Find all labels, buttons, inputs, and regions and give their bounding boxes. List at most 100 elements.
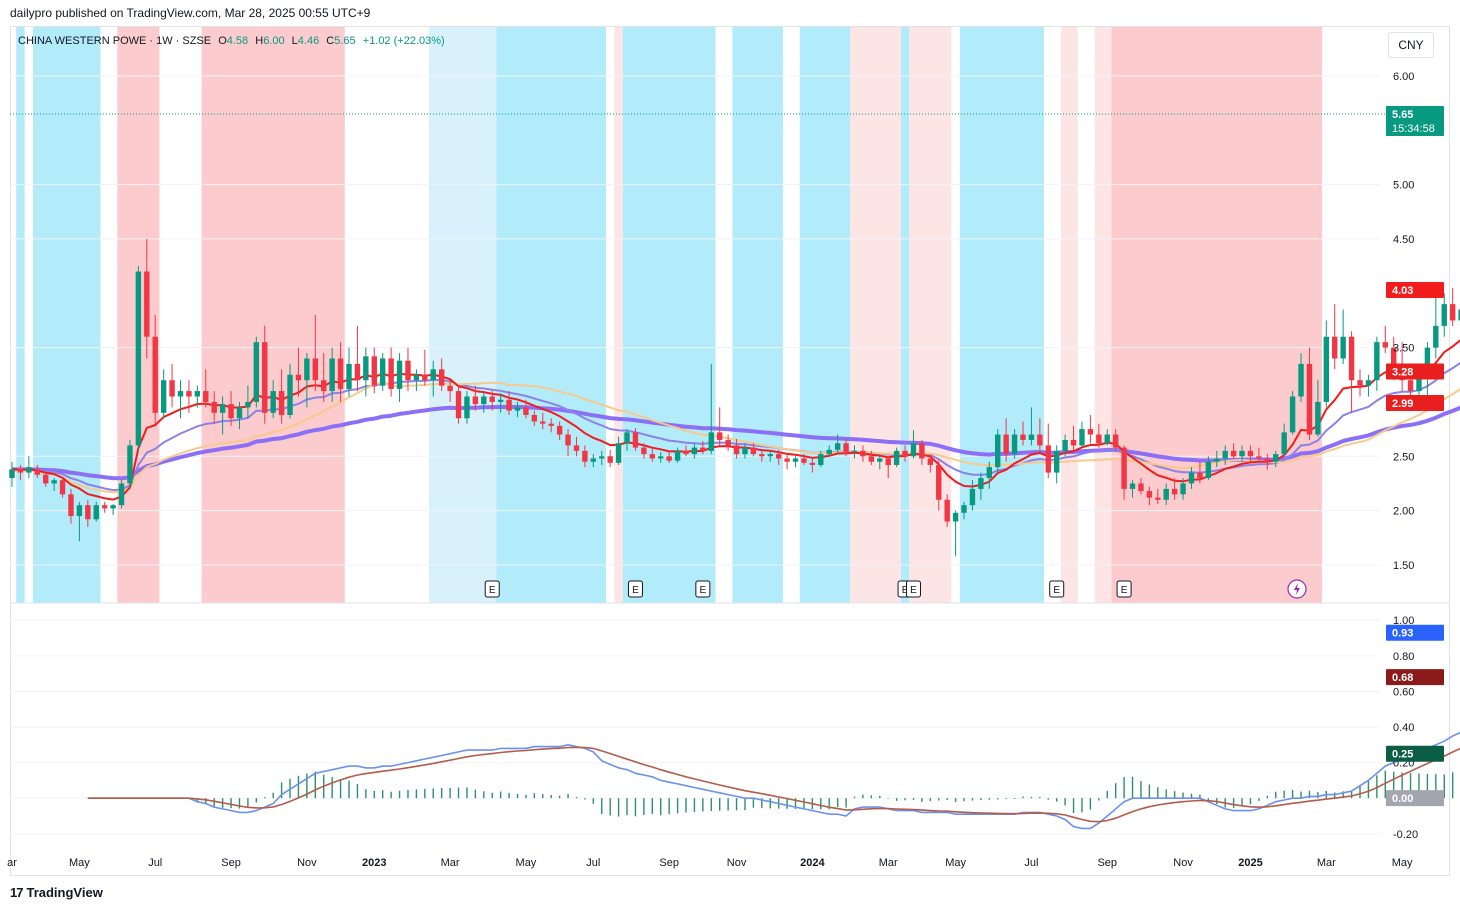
signal-line [87,746,1460,823]
currency-button[interactable]: CNY [1388,32,1434,58]
candle-body [565,434,571,446]
candle-body [253,342,260,402]
background-zone [16,27,25,603]
candle-body [624,432,630,444]
earnings-badge-box [1049,580,1065,598]
time-axis-tick: 2023 [362,857,386,869]
background-zone [496,27,606,603]
candle-body [59,480,66,495]
low-value: 4.46 [297,35,320,47]
candle-body [902,450,908,457]
time-axis-tick: Jul [1024,857,1038,869]
price-axis-tick: 3.50 [1393,343,1414,355]
time-axis-tick: May [1392,857,1413,869]
candle-body [1332,336,1338,359]
ma-fast-tag: 4.03 [1386,282,1444,299]
background-zone [201,27,345,603]
candle-body [1054,450,1060,473]
last-price-tag: 5.65 15:34:58 [1386,105,1444,136]
candle-body [354,363,361,381]
candle-body [321,380,327,392]
earnings-badge-label: E [632,585,639,596]
candle-body [438,369,445,386]
candle-body [1374,342,1380,381]
candle-body [497,399,504,402]
candle-body [548,423,554,426]
candle-body [177,391,184,397]
background-zone [622,27,716,603]
background-zone [850,27,901,603]
background-zone [1111,27,1323,603]
candle-body [1340,336,1346,359]
candle-body [523,407,529,415]
price-axis-tick: 6.00 [1393,71,1414,83]
last-price-tag-text: 5.65 [1392,109,1413,121]
candle-body [85,505,91,520]
candle-body [1449,304,1456,321]
candle-body [531,414,538,422]
time-axis-tick: Nov [297,857,317,869]
price-axis-tick: 1.50 [1393,560,1414,572]
candle-body [101,505,108,509]
candle-body [228,404,234,419]
time-axis-tick: Sep [659,857,679,869]
candle-body [877,458,883,462]
candle-body [969,488,976,506]
close-label: C [326,35,335,47]
time-axis-tick: Jul [148,857,162,869]
candle-body [135,271,142,446]
open-value: 4.58 [226,35,249,47]
candle-body [995,434,1001,468]
candle-body [809,462,816,465]
zero-value-tag-bg [1386,790,1444,807]
earnings-badge-label: E [1053,585,1060,596]
candle-body [1197,472,1203,479]
candle-body [978,478,984,489]
earnings-badge-box [905,580,921,598]
candle-body [927,458,934,465]
candle-body [1281,432,1287,455]
candle-body [1416,374,1422,392]
candle-body [363,356,369,381]
candle-body [1458,309,1460,321]
candle-body [1112,434,1119,448]
last-price-tag-bg [1386,105,1444,136]
candle-body [514,407,521,411]
candle-body [944,499,950,522]
candle-body [1382,342,1388,348]
candle-body [51,480,57,484]
macd-axis-tick: 0.60 [1393,686,1414,698]
histogram-value-tag-text: 0.25 [1392,749,1413,761]
candle-body [1256,456,1262,459]
candle-body [464,396,470,419]
candle-body [1315,401,1321,435]
chart-frame [10,26,1450,876]
earnings-badge-label: E [700,585,707,596]
background-zone [429,27,497,603]
candle-body [632,432,639,448]
candle-body [329,358,335,392]
time-axis-tick: Jul [586,857,600,869]
candle-body [784,458,790,462]
earnings-badge: E [1049,580,1065,598]
candle-body [186,391,192,397]
tradingview-logo[interactable]: 17 TradingView [10,885,103,900]
candle-body [615,443,622,463]
signal-value-tag-bg [1386,669,1444,686]
tradingview-brand: TradingView [26,885,103,900]
candle-body [1273,454,1279,462]
candle-body [1222,450,1228,459]
candle-body [472,396,479,405]
macd-value-tag-text: 0.93 [1392,628,1413,640]
time-axis-tick: Sep [221,857,241,869]
signal-value-tag: 0.68 [1386,669,1444,686]
candle-body [700,447,706,451]
candle-body [489,396,495,402]
candle-body [1298,363,1304,397]
macd-value-tag: 0.93 [1386,624,1444,641]
price-axis-tick: 2.50 [1393,451,1414,463]
symbol-name[interactable]: CHINA WESTERN POWE · 1W · SZSE [18,35,212,47]
candle-body [110,505,116,509]
candle-body [76,505,83,517]
